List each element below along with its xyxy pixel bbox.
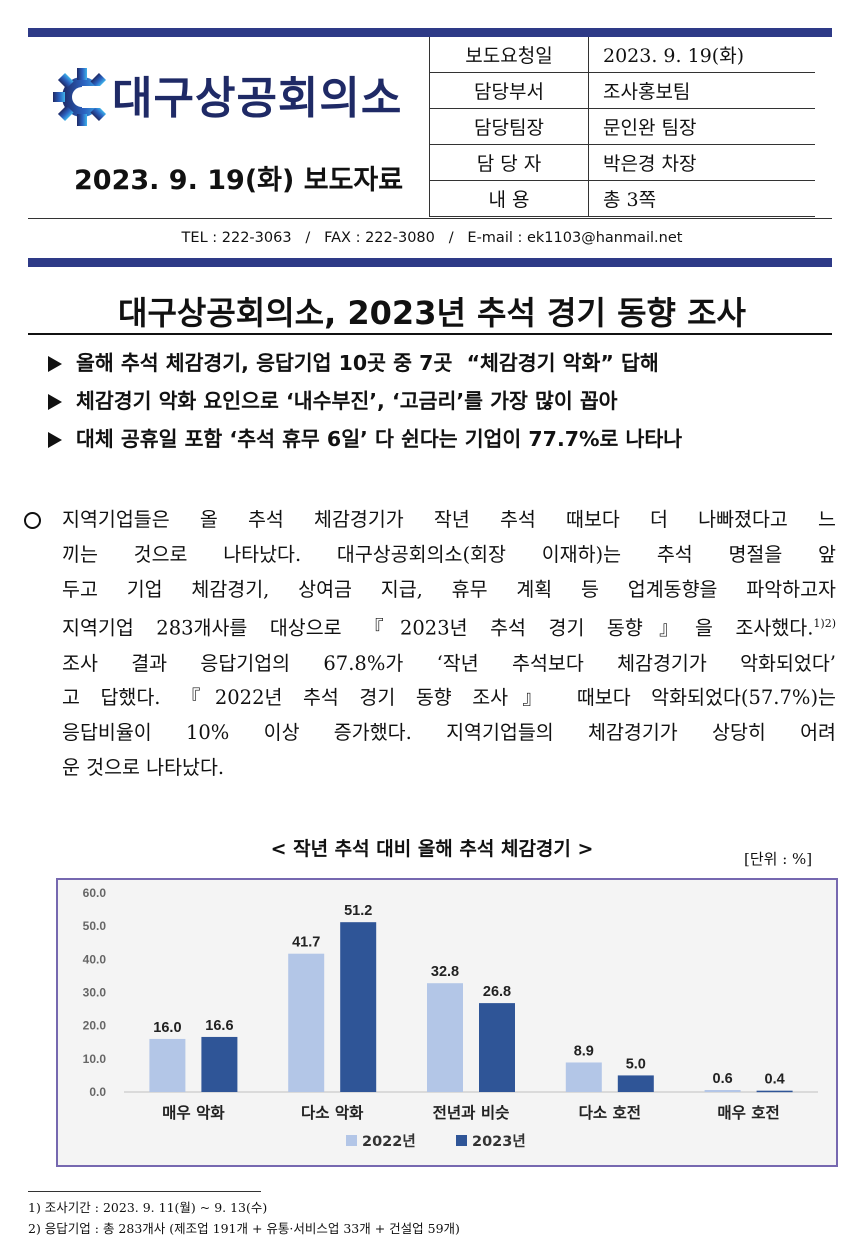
org-logo-text: 대구상공회의소 <box>112 73 403 124</box>
paragraph-line: 조사 결과 응답기업의 67.8%가 ‘작년 추석보다 체감경기가 악화되었다’ <box>62 651 836 675</box>
y-tick-label: 30.0 <box>83 986 107 1000</box>
bar-2023 <box>201 1036 238 1092</box>
triangle-bullet-icon <box>48 356 62 372</box>
data-label: 41.7 <box>292 935 320 951</box>
chart-title: < 작년 추석 대비 올해 추석 체감경기 > <box>270 838 594 860</box>
legend-swatch <box>346 1135 357 1146</box>
legend-label: 2023년 <box>472 1133 526 1150</box>
info-key: 보도요청일 <box>429 37 589 73</box>
bar-2022 <box>288 953 325 1092</box>
footnote-rule <box>28 1191 261 1192</box>
gear-logo-icon <box>53 68 112 126</box>
bar-2023 <box>617 1075 654 1092</box>
info-value: 박은경 차장 <box>588 144 815 181</box>
y-tick-label: 0.0 <box>89 1085 106 1099</box>
data-label: 0.6 <box>713 1071 733 1087</box>
y-tick-label: 20.0 <box>83 1019 107 1033</box>
page-title: 대구상공회의소, 2023년 추석 경기 동향 조사 <box>118 294 746 332</box>
bar-2022 <box>427 983 463 1092</box>
bar-2023 <box>340 922 377 1092</box>
bar-2022 <box>149 1038 186 1092</box>
data-label: 26.8 <box>483 984 511 1000</box>
bullet-item: 올해 추석 체감경기, 응답기업 10곳 중 7곳 “체감경기 악화” 답해 <box>48 344 682 382</box>
data-label: 16.6 <box>205 1018 233 1034</box>
bar-2022 <box>565 1062 602 1092</box>
info-key: 내 용 <box>429 180 589 217</box>
bar-chart: 0.0 10.0 20.0 30.0 40.0 50.0 60.0 16.0 16.6 매우 악화… <box>83 886 818 1150</box>
data-label: 5.0 <box>626 1056 646 1072</box>
paragraph-line: 고 답했다. 『2022년 추석 경기 동향 조사』 때보다 악화되었다(57.… <box>62 686 836 710</box>
legend-label: 2022년 <box>362 1133 416 1150</box>
circle-bullet-icon <box>24 512 41 529</box>
paragraph-line: 운 것으로 나타났다. <box>62 756 225 780</box>
info-value: 문인완 팀장 <box>588 108 815 145</box>
contact-line: TEL : 222-3063 / FAX : 222-3080 / E-mail… <box>181 230 683 246</box>
footnote-1: 1) 조사기간 : 2023. 9. 11(월) ~ 9. 13(수) <box>28 1200 268 1215</box>
data-label: 8.9 <box>574 1043 594 1059</box>
info-key: 담당부서 <box>429 72 589 109</box>
unit-label: [단위 : %] <box>744 850 813 868</box>
info-value: 조사홍보팀 <box>588 72 815 109</box>
category-label: 매우 호전 <box>717 1104 779 1122</box>
title-underline <box>28 333 832 335</box>
triangle-bullet-icon <box>48 432 62 448</box>
data-label: 16.0 <box>153 1020 181 1036</box>
bar-2023 <box>756 1090 793 1093</box>
paragraph-line-with-footnote: 지역기업 283개사를 대상으로 『2023년 추석 경기 동향』을 조사했다.… <box>62 616 836 640</box>
bar-2022 <box>704 1090 741 1092</box>
footnote-2: 2) 응답기업 : 총 283개사 (제조업 191개 + 유통·서비스업 33… <box>28 1221 460 1236</box>
paragraph-line: 응답비율이 10% 이상 증가했다. 지역기업들의 체감경기가 상당히 어려 <box>62 721 836 745</box>
header-divider <box>28 218 832 219</box>
info-key: 담 당 자 <box>429 144 589 181</box>
bullet-item: 체감경기 악화 요인으로 ‘내수부진’, ‘고금리’를 가장 많이 꼽아 <box>48 382 682 420</box>
bar-chart-frame: 0.0 10.0 20.0 30.0 40.0 50.0 60.0 16.0 16.6 매우 악화… <box>56 878 838 1167</box>
body-paragraph: 지역기업들은 올 추석 체감경기가 작년 추석 때보다 더 나빠졌다고 느 끼는… <box>24 503 836 786</box>
top-rule <box>28 28 832 37</box>
data-label: 0.4 <box>765 1072 785 1088</box>
category-label: 매우 악화 <box>162 1103 225 1122</box>
legend-swatch <box>456 1135 467 1146</box>
info-value: 총 3쪽 <box>588 180 815 217</box>
triangle-bullet-icon <box>48 394 62 410</box>
header-bottom-rule <box>28 258 832 267</box>
y-tick-label: 10.0 <box>83 1052 107 1066</box>
data-label: 51.2 <box>344 903 372 919</box>
summary-bullets: 올해 추석 체감경기, 응답기업 10곳 중 7곳 “체감경기 악화” 답해 체… <box>48 344 682 458</box>
category-label: 전년과 비슷 <box>433 1103 510 1122</box>
category-label: 다소 호전 <box>579 1104 641 1122</box>
info-key: 담당팀장 <box>429 108 589 145</box>
bar-2023 <box>479 1003 515 1092</box>
release-date: 2023. 9. 19(화) 보도자료 <box>74 165 404 196</box>
footnote-marks: 1)2) <box>813 617 836 631</box>
press-info-table: 보도요청일 2023. 9. 19(화) 담당부서 조사홍보팀 담당팀장 문인완 팀장… <box>429 37 815 217</box>
paragraph-line: 지역기업들은 올 추석 체감경기가 작년 추석 때보다 더 나빠졌다고 느 <box>62 508 836 531</box>
data-label: 32.8 <box>431 964 459 980</box>
paragraph-line: 두고 기업 체감경기, 상여금 지급, 휴무 계획 등 업계동향을 파악하고자 <box>62 577 836 601</box>
y-tick-label: 60.0 <box>83 886 107 900</box>
bullet-item: 대체 공휴일 포함 ‘추석 휴무 6일’ 다 쉰다는 기업이 77.7%로 나타… <box>48 420 682 458</box>
paragraph-line: 끼는 것으로 나타났다. 대구상공회의소(회장 이재하)는 추석 명절을 앞 <box>62 542 836 566</box>
category-label: 다소 악화 <box>301 1103 364 1122</box>
y-tick-label: 40.0 <box>83 952 107 966</box>
info-value: 2023. 9. 19(화) <box>588 37 815 73</box>
y-tick-label: 50.0 <box>83 919 107 933</box>
